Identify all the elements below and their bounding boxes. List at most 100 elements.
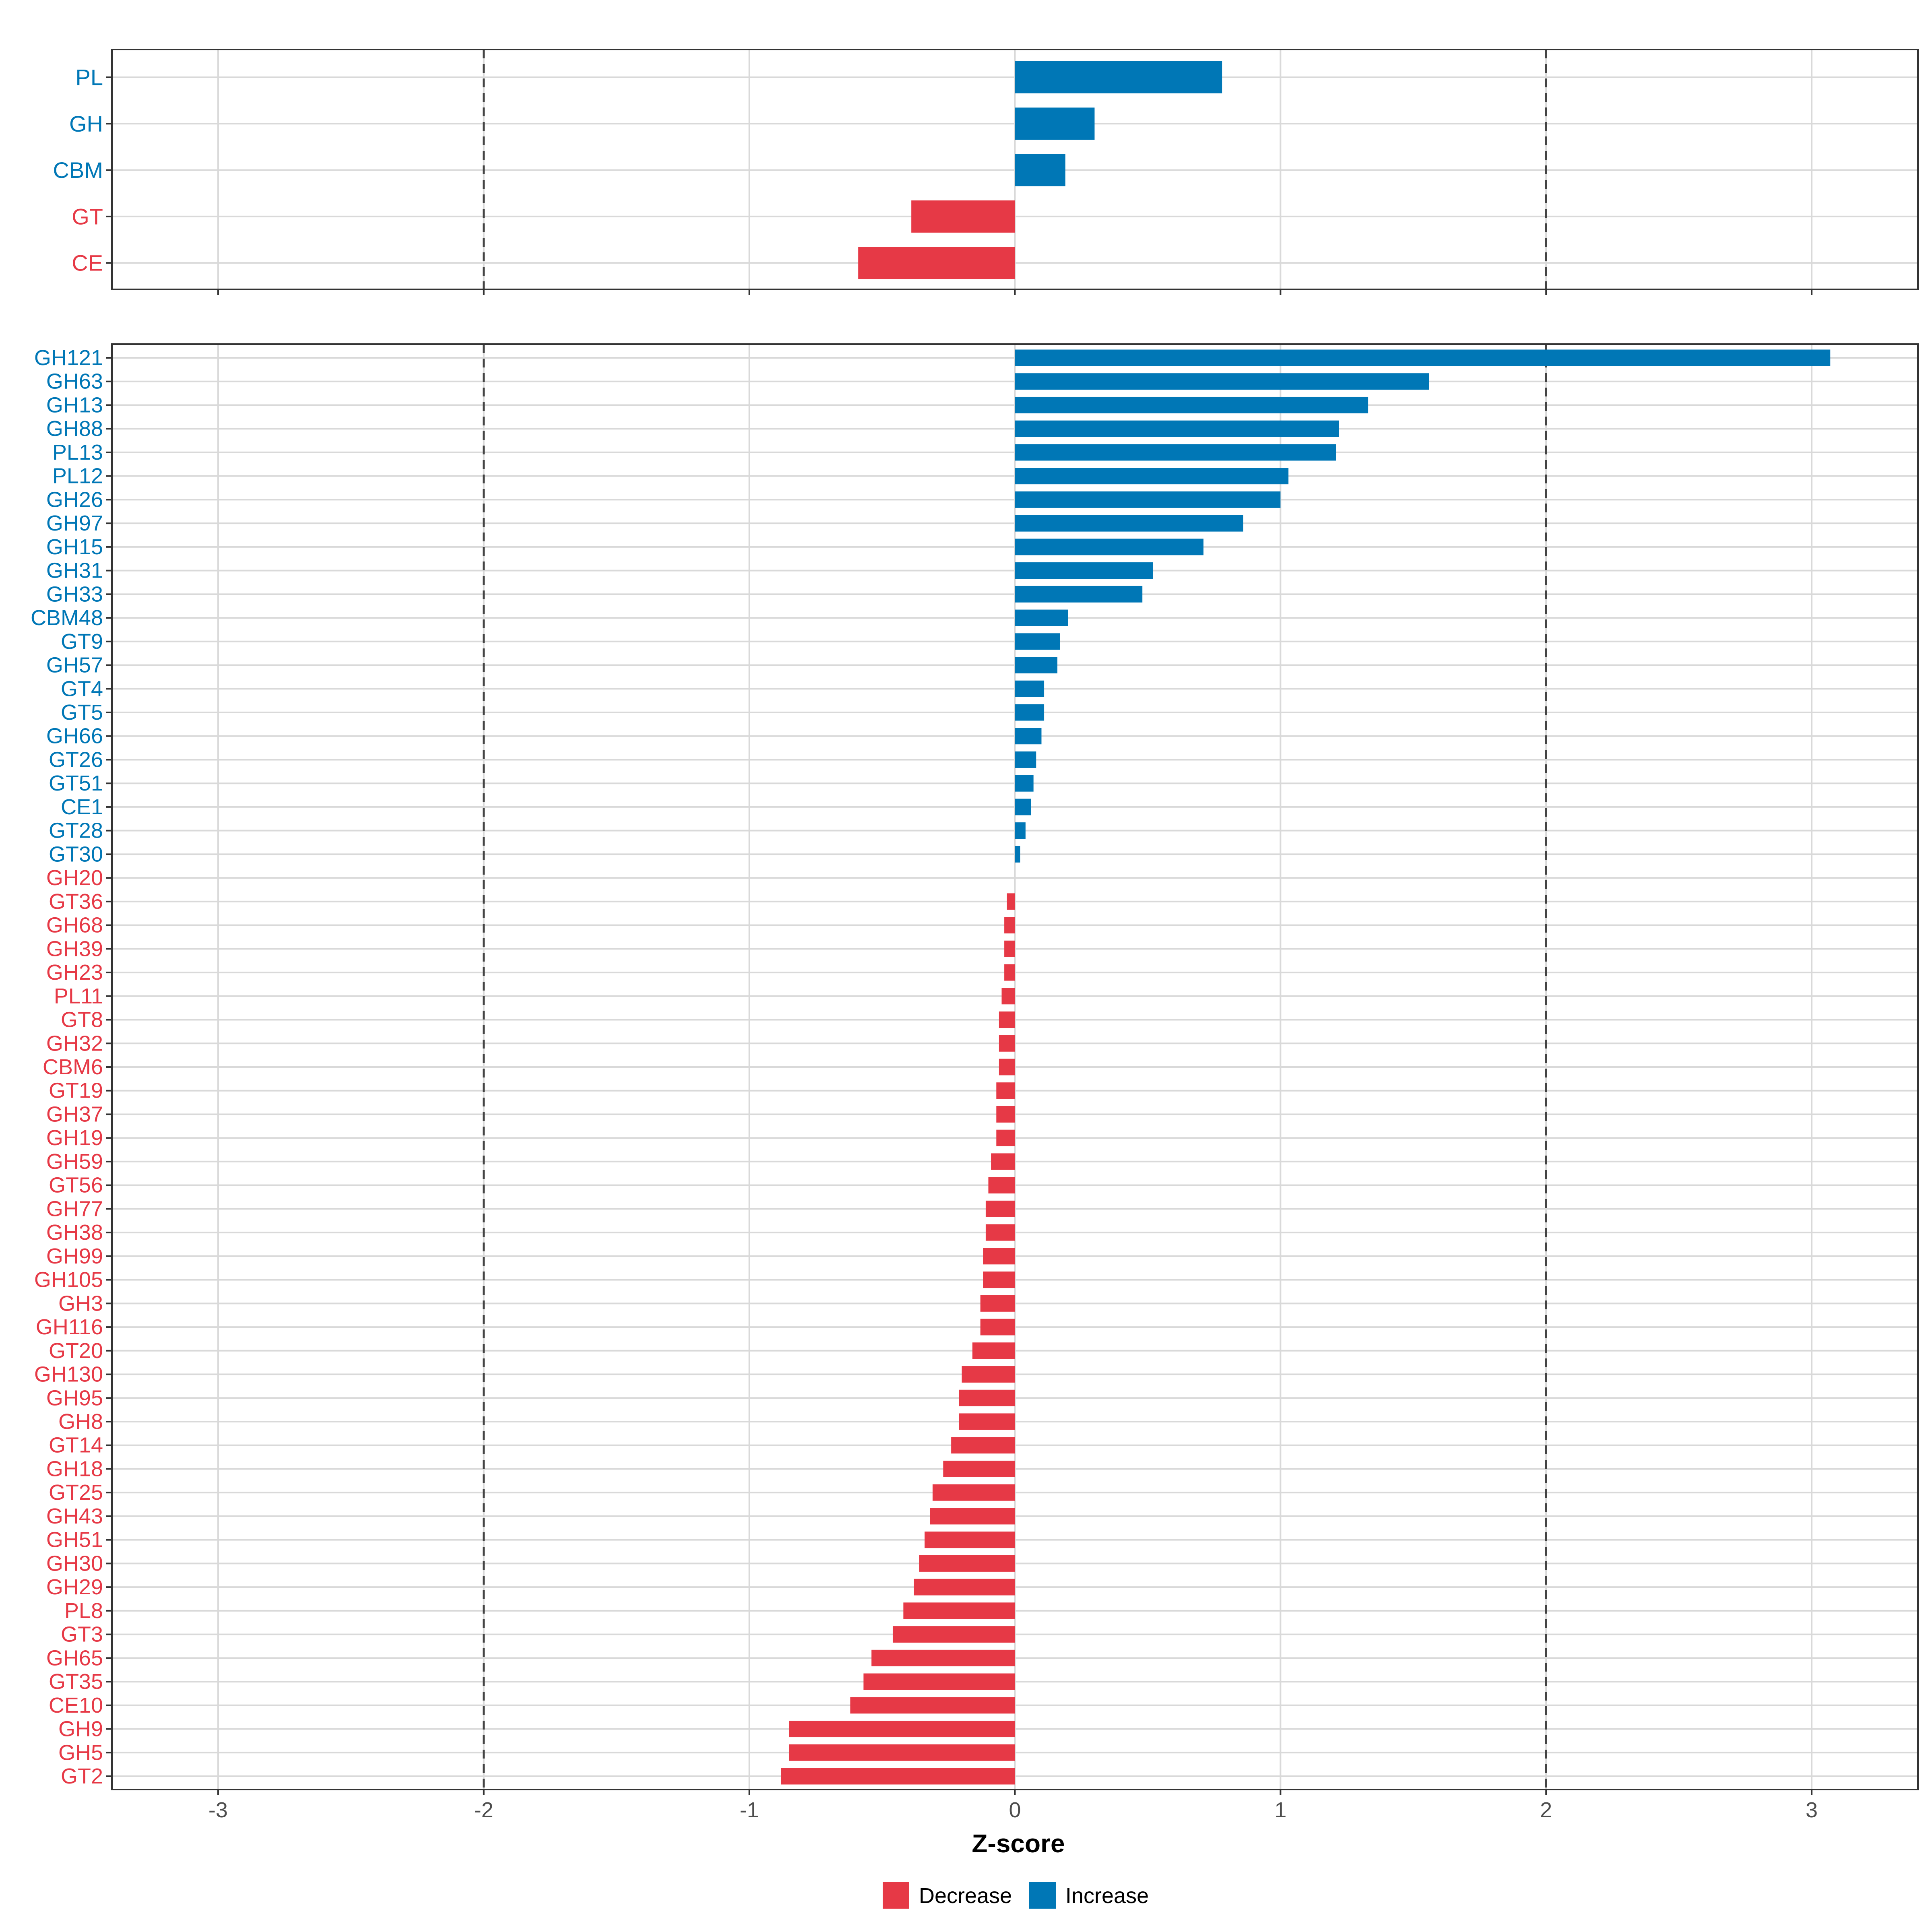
bar-gh39 [1004, 940, 1015, 957]
category-label-pl: PL [76, 65, 103, 90]
bar-gt30 [1015, 846, 1020, 863]
bar-gh130 [962, 1366, 1015, 1383]
bar-gh9 [789, 1721, 1015, 1738]
bar-gh [1015, 107, 1095, 140]
x-tick-label: 3 [1806, 1798, 1818, 1822]
category-label-gh68: GH68 [46, 913, 103, 937]
bar-gh13 [1015, 396, 1368, 413]
category-label-gt: GT [72, 204, 103, 229]
bar-gh95 [959, 1389, 1015, 1406]
category-label-gh9: GH9 [58, 1717, 103, 1741]
bar-gh57 [1015, 657, 1058, 674]
x-tick-label: -1 [740, 1798, 759, 1822]
category-label-gh13: GH13 [46, 393, 103, 417]
x-axis: -3 -2 -1 0 1 2 3 [208, 1798, 1818, 1822]
category-label-gt19: GT19 [49, 1079, 103, 1103]
bar-pl12 [1015, 468, 1289, 485]
category-label-gt5: GT5 [61, 700, 103, 724]
bar-gh38 [985, 1224, 1015, 1241]
category-label-gh77: GH77 [46, 1197, 103, 1221]
category-label-gh29: GH29 [46, 1575, 103, 1599]
category-label-ce: CE [72, 250, 103, 276]
x-tick-label: 2 [1540, 1798, 1552, 1822]
category-label-gh26: GH26 [46, 487, 103, 512]
category-label-gh59: GH59 [46, 1150, 103, 1174]
category-label-cbm48: CBM48 [31, 606, 103, 630]
category-label-gt28: GT28 [49, 819, 103, 843]
category-label-gh39: GH39 [46, 937, 103, 961]
bar-pl11 [1001, 988, 1015, 1005]
category-label-gt2: GT2 [61, 1764, 103, 1788]
category-label-gh66: GH66 [46, 724, 103, 748]
bar-gh30 [919, 1555, 1015, 1572]
bar-gt26 [1015, 751, 1036, 768]
bar-gh37 [996, 1106, 1015, 1123]
x-axis-title: Z-score [972, 1829, 1065, 1858]
bar-gh5 [789, 1744, 1015, 1761]
bar-gt2 [781, 1768, 1015, 1785]
category-label-pl8: PL8 [64, 1599, 103, 1623]
bar-cbm [1015, 154, 1065, 186]
category-label-gh97: GH97 [46, 511, 103, 535]
bar-gt9 [1015, 633, 1060, 650]
bar-gt36 [1007, 893, 1015, 910]
category-label-gh105: GH105 [34, 1268, 103, 1292]
x-tick-label: -3 [208, 1798, 228, 1822]
bar-gt5 [1015, 704, 1044, 721]
category-label-gh51: GH51 [46, 1528, 103, 1552]
bar-gt56 [988, 1177, 1015, 1194]
top-panel: PL GH CBM GT CE [53, 49, 1919, 295]
category-label-gt14: GT14 [49, 1433, 103, 1457]
category-label-gh20: GH20 [46, 866, 103, 890]
bar-gh59 [991, 1153, 1015, 1170]
bar-gh68 [1004, 917, 1015, 934]
bar-gh105 [983, 1271, 1015, 1288]
category-label-gh99: GH99 [46, 1244, 103, 1268]
bar-gh77 [985, 1200, 1015, 1217]
category-label-gh95: GH95 [46, 1386, 103, 1410]
category-label-gt4: GT4 [61, 677, 103, 701]
bar-gt28 [1015, 822, 1026, 839]
bar-pl8 [903, 1602, 1015, 1619]
x-tick-label: -2 [474, 1798, 493, 1822]
panel-border [111, 49, 1919, 290]
bar-ce10 [850, 1697, 1015, 1714]
category-label-gt26: GT26 [49, 747, 103, 772]
category-label-gh33: GH33 [46, 582, 103, 606]
bar-gt20 [972, 1342, 1015, 1359]
bar-gh31 [1015, 562, 1153, 579]
bar-gh23 [1004, 964, 1015, 981]
bar-gh63 [1015, 373, 1429, 390]
bar-gh65 [871, 1649, 1015, 1666]
bar-gh88 [1015, 420, 1339, 437]
bar-gt4 [1015, 680, 1044, 697]
bar-gh121 [1015, 349, 1831, 366]
bar-gh8 [959, 1413, 1015, 1430]
bar-gh26 [1015, 491, 1281, 508]
category-label-pl11: PL11 [54, 984, 103, 1008]
bottom-panel: GH121GH63GH13GH88PL13PL12GH26GH97GH15GH3… [31, 343, 1919, 1795]
category-label-gh15: GH15 [46, 535, 103, 559]
category-label-gt20: GT20 [49, 1339, 103, 1363]
legend: Decrease Increase [883, 1882, 1149, 1909]
bar-ce1 [1015, 799, 1031, 815]
category-label-gt35: GT35 [49, 1670, 103, 1694]
bar-gt19 [996, 1082, 1015, 1099]
category-label-gh19: GH19 [46, 1126, 103, 1150]
category-label-gt30: GT30 [49, 842, 103, 866]
category-label-gt8: GT8 [61, 1008, 103, 1032]
bar-gh66 [1015, 728, 1042, 745]
x-tick-label: 0 [1009, 1798, 1021, 1822]
category-label-gh32: GH32 [46, 1031, 103, 1055]
category-label-pl13: PL13 [52, 440, 103, 464]
legend-label-increase: Increase [1065, 1884, 1149, 1908]
bar-gh99 [983, 1248, 1015, 1265]
bar-gh19 [996, 1129, 1015, 1146]
category-label-gh37: GH37 [46, 1102, 103, 1126]
bar-gh15 [1015, 539, 1203, 555]
bar-ce [858, 247, 1015, 279]
bar-gt8 [999, 1011, 1015, 1028]
category-label-cbm6: CBM6 [43, 1055, 103, 1079]
category-label-gh43: GH43 [46, 1504, 103, 1528]
